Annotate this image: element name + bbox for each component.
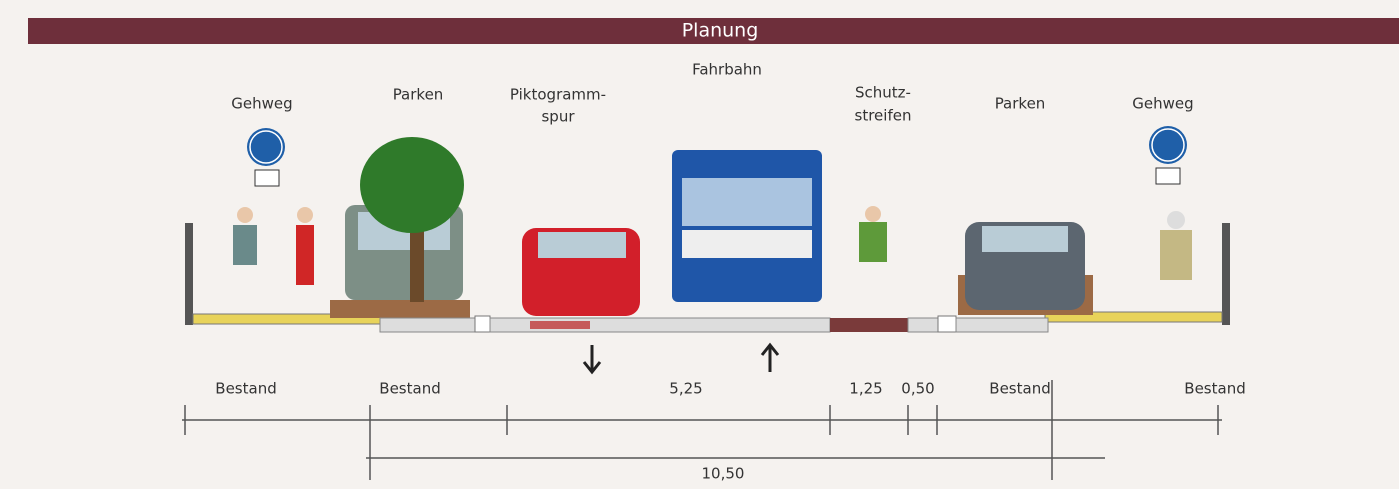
- zone-label: Piktogramm-: [510, 86, 606, 104]
- dimension-label: Bestand: [215, 380, 276, 398]
- sign: [247, 126, 1187, 187]
- illustrations: [233, 137, 1192, 316]
- dimension-lines: [182, 380, 1222, 480]
- zone-label: Gehweg: [1132, 95, 1193, 113]
- zone-label: streifen: [855, 107, 912, 125]
- dimension-label: Bestand: [1184, 380, 1245, 398]
- zone-label: Gehweg: [231, 95, 292, 113]
- direction-arrow: [582, 342, 780, 375]
- zone-label: Parken: [393, 86, 444, 104]
- dimension-label: Bestand: [379, 380, 440, 398]
- dimension-label: 1,25: [849, 380, 882, 398]
- zone-label: Fahrbahn: [692, 61, 762, 79]
- dimension-label: 5,25: [669, 380, 702, 398]
- dimension-label: Bestand: [989, 380, 1050, 398]
- dimension-label: 0,50: [901, 380, 934, 398]
- banner-title: Planung: [682, 20, 759, 42]
- zone-label: Parken: [995, 95, 1046, 113]
- zone-label: Schutz-: [855, 84, 911, 102]
- banner: [28, 18, 1399, 44]
- dimension-total: 10,50: [702, 465, 745, 483]
- zone-label: spur: [541, 108, 575, 126]
